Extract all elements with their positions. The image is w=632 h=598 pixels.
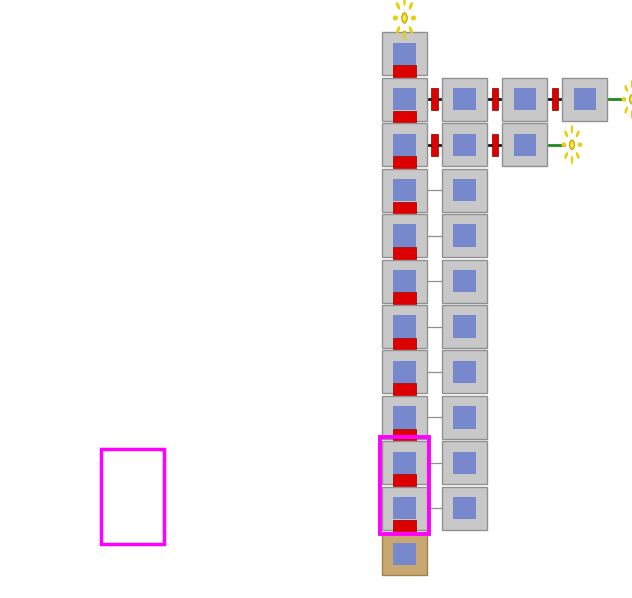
FancyBboxPatch shape [393,202,416,224]
Circle shape [571,142,573,147]
Ellipse shape [396,26,400,34]
Ellipse shape [624,85,628,92]
Ellipse shape [409,2,413,10]
FancyBboxPatch shape [382,305,427,348]
FancyBboxPatch shape [502,78,547,121]
FancyBboxPatch shape [393,429,416,451]
FancyBboxPatch shape [442,487,487,530]
Ellipse shape [624,106,628,114]
FancyBboxPatch shape [382,214,427,257]
Text: rootward: rootward [223,408,283,422]
Circle shape [569,140,574,150]
FancyBboxPatch shape [393,361,416,383]
Ellipse shape [621,97,626,102]
FancyBboxPatch shape [382,32,427,75]
FancyBboxPatch shape [393,42,416,65]
FancyBboxPatch shape [393,88,416,111]
FancyBboxPatch shape [382,78,427,121]
Ellipse shape [578,142,583,147]
FancyBboxPatch shape [382,123,427,166]
FancyBboxPatch shape [492,89,497,110]
FancyBboxPatch shape [393,133,416,156]
FancyBboxPatch shape [393,156,416,179]
FancyBboxPatch shape [454,361,476,383]
FancyBboxPatch shape [454,133,476,156]
FancyBboxPatch shape [442,78,487,121]
FancyBboxPatch shape [442,396,487,439]
Ellipse shape [631,110,632,119]
Circle shape [631,97,632,102]
Ellipse shape [393,16,398,20]
Ellipse shape [561,142,566,147]
FancyBboxPatch shape [393,542,416,565]
FancyBboxPatch shape [382,169,427,212]
FancyBboxPatch shape [393,451,416,474]
FancyBboxPatch shape [393,383,416,406]
FancyBboxPatch shape [432,89,437,110]
FancyBboxPatch shape [442,214,487,257]
FancyBboxPatch shape [454,179,476,202]
FancyBboxPatch shape [562,78,607,121]
Ellipse shape [403,30,406,40]
FancyBboxPatch shape [382,441,427,484]
FancyBboxPatch shape [393,520,416,542]
FancyBboxPatch shape [442,350,487,393]
Circle shape [402,13,407,23]
FancyBboxPatch shape [454,497,476,520]
Ellipse shape [571,155,573,164]
FancyBboxPatch shape [513,133,536,156]
Ellipse shape [409,26,413,34]
Ellipse shape [411,16,416,20]
FancyBboxPatch shape [382,396,427,439]
Ellipse shape [571,125,573,134]
FancyBboxPatch shape [454,88,476,111]
FancyBboxPatch shape [382,350,427,393]
FancyBboxPatch shape [442,169,487,212]
Circle shape [403,16,406,20]
Ellipse shape [564,152,568,159]
FancyBboxPatch shape [393,111,416,133]
FancyBboxPatch shape [382,532,427,575]
FancyBboxPatch shape [442,123,487,166]
Ellipse shape [576,152,580,159]
FancyBboxPatch shape [454,451,476,474]
FancyBboxPatch shape [454,315,476,338]
FancyBboxPatch shape [393,179,416,202]
FancyBboxPatch shape [393,315,416,338]
FancyBboxPatch shape [393,338,416,361]
Circle shape [629,94,632,104]
FancyBboxPatch shape [442,305,487,348]
FancyBboxPatch shape [454,270,476,292]
FancyBboxPatch shape [454,406,476,429]
FancyBboxPatch shape [432,134,437,155]
FancyBboxPatch shape [502,123,547,166]
FancyBboxPatch shape [393,292,416,315]
FancyBboxPatch shape [442,441,487,484]
Ellipse shape [576,130,580,138]
Ellipse shape [564,130,568,138]
FancyBboxPatch shape [492,134,497,155]
Ellipse shape [396,2,400,10]
Ellipse shape [403,0,406,6]
Ellipse shape [631,80,632,89]
FancyBboxPatch shape [393,406,416,429]
FancyBboxPatch shape [574,88,596,111]
FancyBboxPatch shape [454,224,476,247]
FancyBboxPatch shape [393,497,416,520]
FancyBboxPatch shape [442,260,487,303]
FancyBboxPatch shape [552,89,557,110]
FancyBboxPatch shape [393,474,416,497]
FancyBboxPatch shape [393,247,416,270]
FancyBboxPatch shape [382,260,427,303]
FancyBboxPatch shape [393,270,416,292]
FancyBboxPatch shape [393,65,416,88]
FancyBboxPatch shape [393,224,416,247]
FancyBboxPatch shape [513,88,536,111]
FancyBboxPatch shape [382,487,427,530]
